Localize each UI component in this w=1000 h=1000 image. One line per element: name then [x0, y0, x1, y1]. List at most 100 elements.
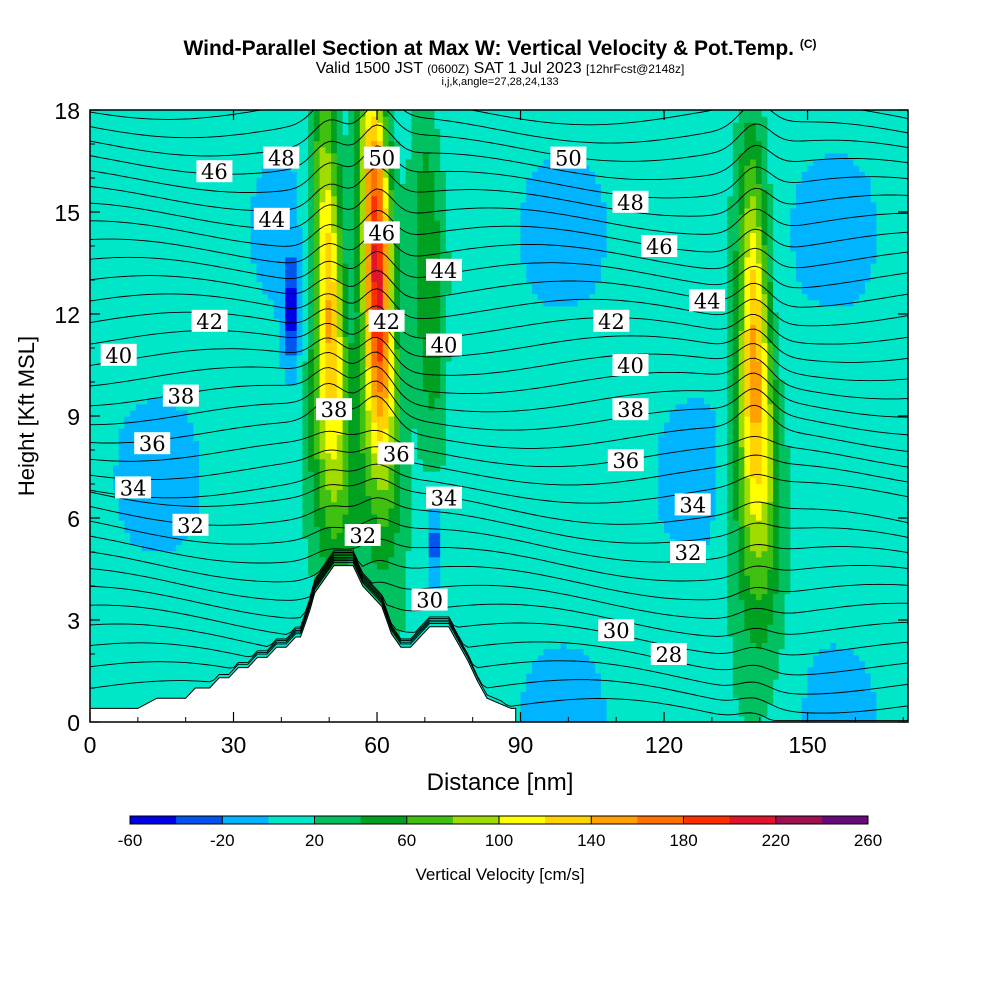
field-cell — [273, 575, 280, 582]
field-cell — [290, 293, 298, 301]
field-cell — [268, 452, 275, 460]
field-cell — [285, 440, 292, 448]
field-cell — [279, 434, 286, 442]
field-cell — [216, 434, 223, 442]
field-cell — [135, 367, 143, 374]
field-cell — [216, 263, 223, 270]
field-cell — [141, 207, 148, 215]
field-cell — [181, 238, 189, 246]
field-cell — [199, 679, 206, 686]
field-cell — [147, 587, 154, 595]
field-cell — [216, 342, 223, 350]
field-cell — [319, 195, 326, 203]
field-cell — [273, 250, 280, 258]
field-cell — [371, 507, 378, 515]
field-cell — [170, 685, 177, 692]
field-cell — [158, 581, 166, 588]
field-cell — [141, 428, 148, 435]
field-cell — [187, 538, 194, 546]
field-cell — [176, 201, 183, 209]
field-cell — [262, 593, 269, 601]
field-cell — [233, 397, 240, 405]
field-cell — [233, 122, 240, 129]
field-cell — [348, 324, 355, 331]
field-cell — [107, 324, 114, 331]
field-cell — [193, 379, 200, 386]
field-cell — [268, 183, 275, 191]
field-cell — [90, 691, 97, 699]
field-cell — [124, 458, 131, 466]
field-cell — [216, 587, 223, 595]
field-cell — [245, 471, 252, 478]
field-cell — [216, 544, 223, 552]
field-cell — [101, 299, 108, 307]
field-cell — [113, 685, 120, 692]
field-cell — [336, 458, 344, 466]
field-cell — [331, 152, 338, 160]
field-cell — [216, 287, 223, 295]
field-cell — [245, 324, 252, 331]
field-cell — [308, 165, 315, 172]
field-cell — [187, 440, 194, 448]
field-cell — [101, 238, 108, 246]
field-cell — [107, 226, 114, 233]
field-cell — [118, 134, 125, 142]
field-cell — [262, 624, 269, 631]
field-cell — [147, 673, 154, 680]
field-cell — [141, 691, 148, 699]
field-cell — [135, 299, 143, 307]
field-cell — [204, 636, 212, 643]
field-cell — [227, 581, 235, 588]
field-cell — [325, 495, 332, 503]
field-cell — [90, 440, 97, 448]
field-cell — [135, 134, 143, 142]
field-cell — [285, 354, 292, 362]
field-cell — [141, 599, 148, 607]
field-cell — [313, 122, 321, 129]
field-cell — [124, 624, 131, 631]
field-cell — [124, 666, 131, 674]
field-cell — [193, 446, 200, 454]
field-cell — [336, 244, 344, 252]
field-cell — [147, 201, 154, 209]
field-cell — [302, 483, 309, 490]
field-cell — [331, 471, 338, 478]
field-cell — [365, 299, 372, 307]
field-cell — [158, 575, 166, 582]
field-cell — [124, 532, 131, 539]
field-cell — [124, 373, 131, 380]
field-cell — [222, 501, 229, 509]
field-cell — [325, 550, 332, 558]
field-cell — [135, 318, 143, 325]
field-cell — [239, 452, 246, 460]
field-cell — [256, 575, 263, 582]
field-cell — [262, 569, 269, 576]
field-cell — [227, 618, 235, 625]
field-cell — [204, 654, 212, 662]
field-cell — [268, 471, 275, 478]
field-cell — [359, 165, 367, 172]
field-cell — [216, 495, 223, 503]
field-cell — [107, 134, 114, 142]
field-cell — [135, 201, 143, 209]
field-cell — [308, 532, 315, 539]
field-cell — [210, 207, 217, 215]
field-cell — [290, 520, 298, 527]
field-cell — [158, 660, 166, 668]
field-cell — [302, 593, 309, 601]
field-cell — [296, 373, 303, 380]
field-cell — [313, 244, 321, 252]
field-cell — [319, 348, 326, 356]
field-cell — [90, 587, 97, 595]
field-cell — [124, 636, 131, 643]
field-cell — [216, 214, 223, 221]
field-cell — [158, 269, 166, 276]
field-cell — [113, 281, 120, 289]
field-cell — [90, 636, 97, 643]
field-cell — [90, 666, 97, 674]
field-cell — [113, 122, 120, 129]
field-cell — [365, 201, 372, 209]
field-cell — [245, 489, 252, 497]
field-cell — [135, 177, 143, 184]
field-cell — [227, 666, 235, 674]
